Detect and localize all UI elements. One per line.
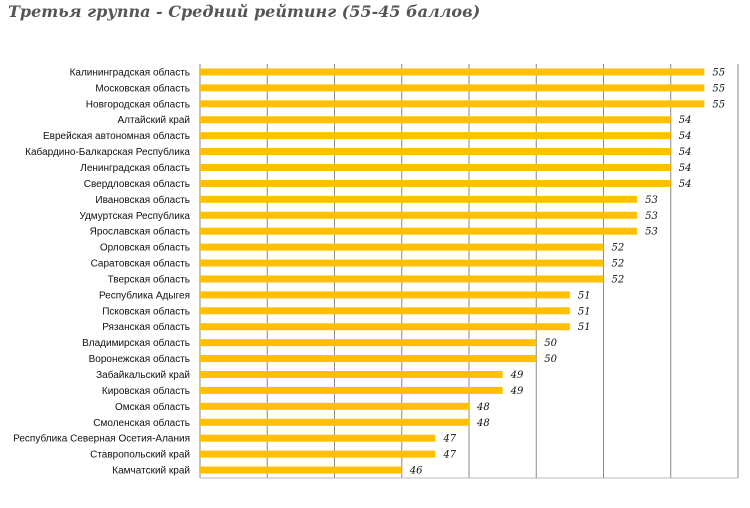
data-label: 53: [645, 195, 658, 206]
category-label: Еврейская автономная область: [43, 130, 190, 142]
category-label: Ленинградская область: [80, 162, 190, 174]
category-label: Кабардино-Балкарская Республика: [25, 146, 190, 158]
bar: [200, 339, 537, 347]
category-label: Ставропольский край: [90, 450, 190, 461]
data-label: 49: [510, 370, 524, 381]
data-label: 50: [544, 338, 557, 349]
data-label: 51: [578, 306, 591, 317]
category-label: Смоленская область: [93, 417, 190, 429]
data-label: 52: [612, 243, 625, 254]
bar: [200, 275, 604, 283]
bar: [200, 164, 671, 171]
bar: [200, 84, 705, 92]
category-label: Камчатский край: [112, 466, 190, 477]
bar: [200, 243, 604, 251]
data-label: 47: [442, 450, 456, 461]
bar: [200, 100, 705, 108]
bar: [200, 179, 671, 187]
bar: [200, 355, 537, 363]
category-label: Ярославская область: [90, 226, 190, 238]
bar: [200, 386, 503, 394]
bar: [200, 371, 503, 378]
data-label: 55: [712, 83, 725, 94]
category-label: Орловская область: [100, 242, 190, 254]
data-label: 55: [712, 99, 725, 110]
data-label: 55: [712, 67, 725, 78]
category-labels: Калининградская область Московская област…: [13, 66, 190, 476]
value-labels: 55 55 55 54 54 54 54 54 53 53 53 52 52 52 51 51 51 50 50 49…: [409, 67, 725, 476]
bar: [200, 227, 638, 235]
category-label: Владимирская область: [82, 337, 190, 349]
bar: [200, 211, 638, 219]
bar: [200, 307, 570, 315]
data-label: 54: [679, 131, 692, 142]
bar: [200, 418, 469, 426]
grid-lines: [199, 64, 739, 479]
data-label: 54: [679, 147, 692, 158]
category-label: Омская область: [115, 401, 190, 413]
data-label: 52: [612, 274, 625, 285]
category-label: Саратовская область: [91, 258, 190, 270]
bar: [200, 132, 671, 140]
chart-title: Третья группа - Средний рейтинг (55-45 б…: [8, 2, 481, 21]
category-label: Новгородская область: [86, 98, 190, 110]
category-label: Калининградская область: [70, 66, 190, 78]
data-label: 47: [442, 434, 456, 445]
bar: [200, 402, 469, 410]
bar: [200, 291, 570, 299]
bar: [200, 116, 671, 124]
data-label: 50: [544, 354, 557, 365]
data-label: 53: [645, 211, 658, 222]
bar: [200, 195, 638, 203]
bar: [200, 259, 604, 267]
bars: [200, 68, 705, 474]
data-label: 54: [679, 163, 692, 174]
category-label: Республика Адыгея: [99, 289, 190, 301]
data-label: 48: [476, 418, 490, 429]
bar: [200, 323, 570, 331]
bar: [200, 148, 671, 156]
category-label: Ивановская область: [95, 194, 190, 206]
category-label: Воронежская область: [89, 353, 190, 365]
data-label: 54: [679, 115, 692, 126]
category-label: Свердловская область: [84, 178, 190, 190]
category-label: Забайкальский край: [96, 369, 190, 381]
category-label: Республика Северная Осетия-Алания: [13, 433, 190, 445]
bar: [200, 450, 436, 458]
data-label: 52: [612, 259, 625, 270]
category-label: Московская область: [95, 82, 190, 94]
category-label: Удмуртская Республика: [79, 210, 190, 222]
bar: [200, 68, 705, 76]
bar: [200, 466, 402, 474]
data-label: 51: [578, 290, 591, 301]
data-label: 46: [409, 466, 423, 477]
category-label: Алтайский край: [117, 115, 190, 126]
category-label: Кировская область: [102, 385, 190, 397]
category-label: Рязанская область: [102, 321, 190, 333]
data-label: 54: [679, 179, 692, 190]
data-label: 49: [510, 386, 524, 397]
category-label: Псковская область: [102, 305, 190, 317]
bar: [200, 434, 436, 442]
category-label: Тверская область: [108, 273, 190, 285]
data-label: 51: [578, 322, 591, 333]
data-label: 53: [645, 227, 658, 238]
data-label: 48: [476, 402, 490, 413]
